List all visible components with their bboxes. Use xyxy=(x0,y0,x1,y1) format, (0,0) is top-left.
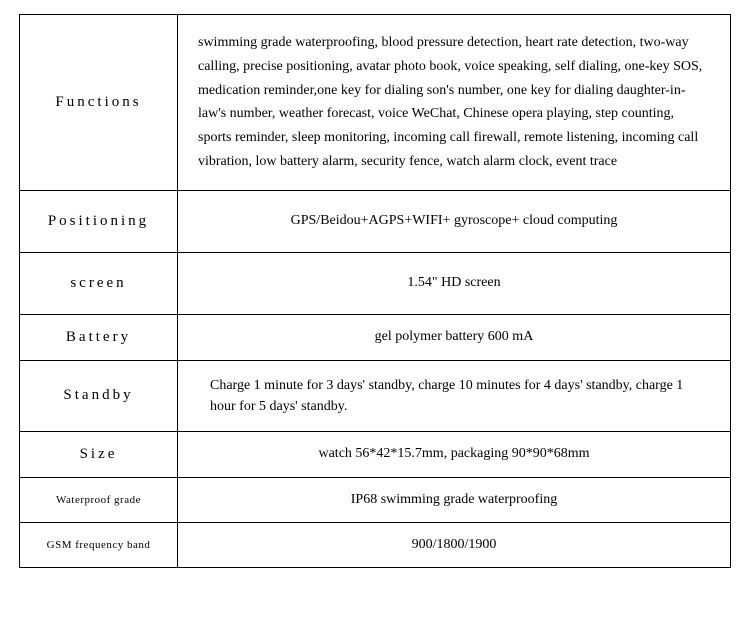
table-row: GSM frequency band 900/1800/1900 xyxy=(20,522,731,567)
table-row: Positioning GPS/Beidou+AGPS+WIFI+ gyrosc… xyxy=(20,190,731,252)
table-row: Functions swimming grade waterproofing, … xyxy=(20,15,731,191)
specs-tbody: Functions swimming grade waterproofing, … xyxy=(20,15,731,568)
row-label: Waterproof grade xyxy=(20,477,178,522)
row-value: watch 56*42*15.7mm, packaging 90*90*68mm xyxy=(178,431,731,477)
row-label: Standby xyxy=(20,360,178,431)
table-row: Size watch 56*42*15.7mm, packaging 90*90… xyxy=(20,431,731,477)
row-value: 900/1800/1900 xyxy=(178,522,731,567)
row-value: GPS/Beidou+AGPS+WIFI+ gyroscope+ cloud c… xyxy=(178,190,731,252)
table-row: Standby Charge 1 minute for 3 days' stan… xyxy=(20,360,731,431)
row-label: Positioning xyxy=(20,190,178,252)
row-value: Charge 1 minute for 3 days' standby, cha… xyxy=(178,360,731,431)
row-label: Size xyxy=(20,431,178,477)
row-value: 1.54" HD screen xyxy=(178,252,731,314)
row-label: screen xyxy=(20,252,178,314)
row-value: swimming grade waterproofing, blood pres… xyxy=(178,15,731,191)
row-value: gel polymer battery 600 mA xyxy=(178,314,731,360)
table-row: screen 1.54" HD screen xyxy=(20,252,731,314)
row-label: Battery xyxy=(20,314,178,360)
table-row: Waterproof grade IP68 swimming grade wat… xyxy=(20,477,731,522)
row-label: Functions xyxy=(20,15,178,191)
table-row: Battery gel polymer battery 600 mA xyxy=(20,314,731,360)
row-value: IP68 swimming grade waterproofing xyxy=(178,477,731,522)
row-label: GSM frequency band xyxy=(20,522,178,567)
specs-table: Functions swimming grade waterproofing, … xyxy=(19,14,731,568)
